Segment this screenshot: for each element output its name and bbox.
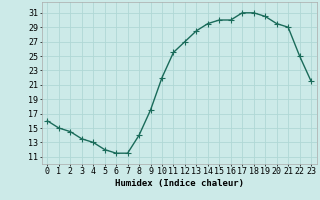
- X-axis label: Humidex (Indice chaleur): Humidex (Indice chaleur): [115, 179, 244, 188]
